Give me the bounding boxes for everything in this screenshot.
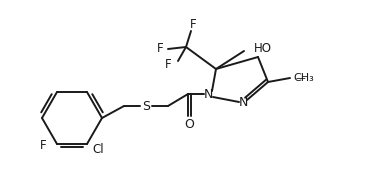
Text: O: O	[184, 118, 195, 130]
Text: —: —	[296, 73, 306, 83]
Text: HO: HO	[254, 43, 272, 56]
Text: F: F	[165, 59, 172, 72]
Text: S: S	[142, 100, 150, 112]
Text: CH₃: CH₃	[293, 73, 314, 83]
Text: N: N	[238, 95, 248, 109]
Text: N: N	[203, 88, 213, 100]
Text: F: F	[156, 43, 163, 56]
Text: Cl: Cl	[92, 144, 104, 156]
Text: F: F	[41, 139, 47, 153]
Text: F: F	[190, 19, 196, 31]
